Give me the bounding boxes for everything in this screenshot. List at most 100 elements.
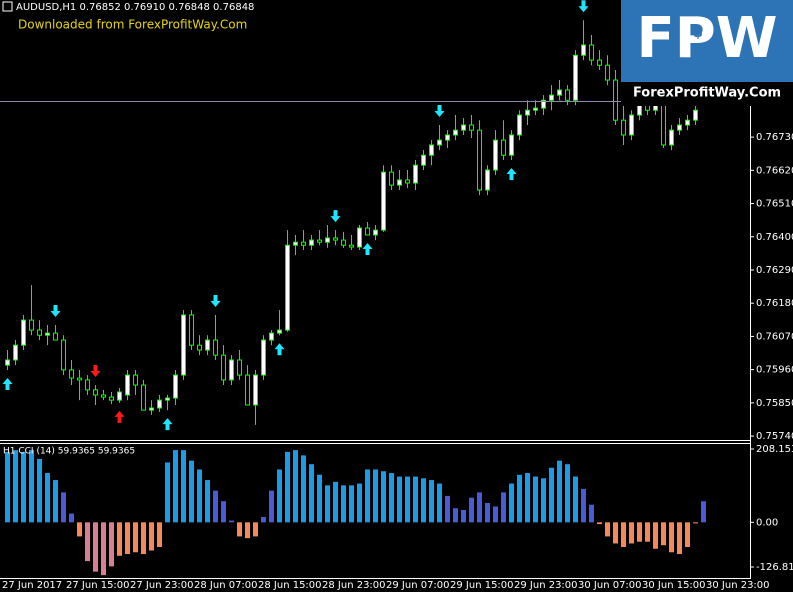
- histogram-bar: [317, 474, 322, 523]
- x-tick-label: 30 Jun 07:00: [578, 580, 642, 591]
- candle-body: [117, 391, 122, 401]
- candle-body: [381, 171, 386, 231]
- logo-band: [621, 82, 793, 106]
- candle-body: [165, 397, 170, 401]
- candle-body: [317, 239, 322, 243]
- candle-body: [677, 124, 682, 131]
- candle-body: [197, 344, 202, 351]
- candle-body: [469, 124, 474, 131]
- candle-body: [293, 241, 298, 246]
- histogram-bar: [237, 522, 242, 537]
- histogram-bar: [149, 522, 154, 551]
- candle-body: [37, 329, 42, 336]
- histogram-bar: [461, 509, 466, 523]
- histogram-bar: [125, 522, 130, 555]
- histogram-bar: [637, 522, 642, 542]
- histogram-bar: [165, 462, 170, 523]
- histogram-bar: [597, 522, 602, 525]
- candle-body: [205, 339, 210, 351]
- logo-symbol: $: [693, 25, 703, 41]
- candle-body: [237, 359, 242, 376]
- histogram-bar: [117, 522, 122, 556]
- candle-body: [485, 169, 490, 191]
- indicator-title: H1 CCI (14) 59.9365 59.9365: [3, 447, 135, 457]
- signal-arrow: [210, 294, 221, 307]
- y-tick-label: 208.1534: [756, 444, 793, 455]
- y-tick-label: -126.819: [756, 562, 793, 573]
- candle-body: [453, 129, 458, 136]
- histogram-bar: [533, 476, 538, 523]
- candle-body: [533, 107, 538, 111]
- histogram-bar: [349, 485, 354, 523]
- candle-body: [45, 332, 50, 336]
- candle-body: [605, 64, 610, 81]
- candle-body: [581, 44, 586, 56]
- histogram-bar: [173, 450, 178, 523]
- candle-body: [669, 129, 674, 146]
- candle-body: [29, 319, 34, 331]
- histogram-bar: [229, 520, 234, 523]
- histogram-bar: [285, 451, 290, 523]
- logo-site: ForexProfitWay.Com: [633, 86, 781, 101]
- histogram-bar: [301, 455, 306, 523]
- candle-body: [621, 119, 626, 136]
- annotation: Downloaded from ForexProfitWay.Com: [18, 18, 247, 32]
- histogram-bar: [565, 464, 570, 523]
- histogram-bar: [101, 522, 106, 576]
- signal-arrow: [434, 105, 445, 118]
- candle-body: [245, 374, 250, 406]
- histogram-bar: [501, 492, 506, 523]
- x-tick-label: 30 Jun 15:00: [642, 580, 706, 591]
- histogram-bar: [45, 473, 50, 523]
- candle-body: [693, 109, 698, 121]
- histogram-bar: [581, 488, 586, 523]
- candle-body: [557, 89, 562, 96]
- histogram-bar: [485, 502, 490, 523]
- histogram-bar: [341, 485, 346, 523]
- candle-body: [253, 374, 258, 406]
- candle-body: [541, 99, 546, 109]
- histogram-bar: [205, 480, 210, 523]
- candle-body: [325, 237, 330, 243]
- histogram-bar: [77, 522, 82, 537]
- histogram-bar: [493, 506, 498, 523]
- histogram-bar: [653, 522, 658, 549]
- candle-body: [437, 139, 442, 146]
- signal-arrow: [506, 168, 517, 181]
- signal-arrow: [162, 418, 173, 431]
- signal-arrow: [90, 365, 101, 378]
- histogram-bar: [605, 522, 610, 537]
- candle-body: [133, 374, 138, 386]
- candle-body: [549, 94, 554, 101]
- candle-body: [501, 139, 506, 156]
- histogram-bar: [541, 478, 546, 523]
- x-tick-label: 28 Jun 07:00: [194, 580, 258, 591]
- histogram-bar: [517, 474, 522, 523]
- histogram-bar: [85, 522, 90, 562]
- histogram-bar: [453, 508, 458, 523]
- signal-arrow: [114, 410, 125, 423]
- candle-body: [125, 374, 130, 396]
- candle-body: [397, 179, 402, 186]
- logo-box: [621, 0, 793, 82]
- histogram-bar: [621, 522, 626, 547]
- histogram-bar: [293, 450, 298, 523]
- candle-body: [357, 227, 362, 248]
- histogram-bar: [157, 522, 162, 547]
- x-tick-label: 27 Jun 2017: [2, 580, 62, 591]
- candle-body: [597, 59, 602, 66]
- histogram-bar: [661, 522, 666, 546]
- candle-body: [565, 89, 570, 101]
- histogram-bar: [613, 522, 618, 544]
- histogram-bar: [325, 485, 330, 523]
- candle-body: [173, 374, 178, 399]
- x-tick-label: 29 Jun 07:00: [386, 580, 450, 591]
- plot-area: [0, 0, 750, 576]
- candle-body: [141, 384, 146, 411]
- candle-body: [309, 239, 314, 246]
- histogram-bar: [69, 513, 74, 523]
